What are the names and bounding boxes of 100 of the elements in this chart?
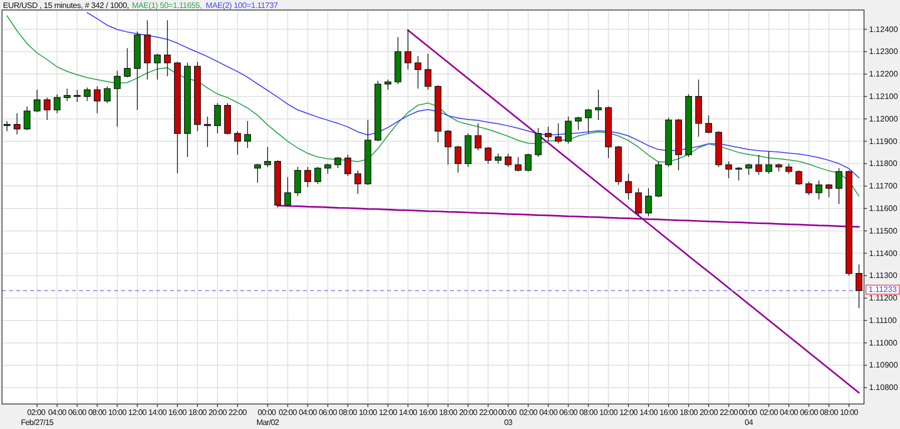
x-tick-label: 08:00 bbox=[88, 408, 108, 417]
candlestick bbox=[645, 188, 652, 217]
candlestick bbox=[735, 166, 742, 181]
x-tick-label: 04:00 bbox=[298, 408, 318, 417]
y-tick-label: 1.10900 bbox=[869, 360, 898, 370]
x-tick-label: 20:00 bbox=[459, 408, 478, 417]
candlestick bbox=[574, 116, 582, 130]
candlestick bbox=[725, 161, 732, 179]
x-tick-label: 18:00 bbox=[680, 408, 699, 417]
candlestick bbox=[584, 108, 592, 134]
candlestick bbox=[314, 166, 322, 184]
line-series bbox=[6, 15, 860, 197]
candlestick bbox=[214, 102, 221, 134]
candlestick bbox=[675, 118, 682, 171]
candlestick bbox=[74, 89, 81, 102]
candlestick bbox=[826, 183, 832, 198]
x-tick-label: 12:00 bbox=[619, 408, 638, 417]
candlestick bbox=[404, 28, 412, 70]
candlestick bbox=[34, 89, 40, 113]
candlestick bbox=[294, 166, 302, 197]
y-tick-label: 1.11100 bbox=[869, 316, 898, 325]
x-tick-label: 16:00 bbox=[418, 408, 438, 417]
candlestick bbox=[544, 126, 552, 142]
x-tick-label: 18:00 bbox=[188, 408, 208, 417]
candlestick bbox=[184, 62, 191, 158]
x-tick-label: 06:00 bbox=[68, 408, 88, 417]
candlestick bbox=[344, 154, 352, 176]
candlestick bbox=[635, 188, 642, 217]
candlestick bbox=[524, 153, 532, 172]
candlestick bbox=[394, 36, 402, 85]
candlestick bbox=[705, 115, 712, 134]
candlestick bbox=[264, 146, 272, 168]
x-tick-label: 02:00 bbox=[278, 408, 298, 417]
candlestick bbox=[514, 156, 522, 172]
candlestick bbox=[54, 94, 61, 114]
x-tick-label: 14:00 bbox=[148, 408, 168, 417]
y-tick-label: 1.11600 bbox=[869, 204, 898, 213]
x-tick-label: 22:00 bbox=[720, 408, 739, 417]
x-tick-label: 10:00 bbox=[358, 408, 378, 417]
candlestick bbox=[414, 56, 422, 90]
candlestick bbox=[384, 79, 392, 90]
chart-title: EUR/USD , 15 minutes, # 342 / 1000, bbox=[3, 1, 129, 10]
x-tick-label: 00:00 04 bbox=[738, 408, 758, 427]
y-tick-label: 1.12100 bbox=[869, 92, 898, 101]
candlestick bbox=[815, 180, 822, 200]
candlestick bbox=[615, 145, 622, 186]
candlestick bbox=[755, 154, 762, 176]
text: MAE(2) 100=1.11737 bbox=[206, 1, 279, 10]
candlestick bbox=[554, 122, 562, 144]
text: MAE(1) 50=1.11655, bbox=[132, 1, 202, 10]
x-tick-label: 06:00 bbox=[318, 408, 338, 417]
candlestick bbox=[194, 61, 201, 132]
candlestick bbox=[775, 163, 782, 172]
y-tick-label: 1.11800 bbox=[869, 159, 898, 168]
candlestick bbox=[4, 120, 10, 132]
candlestick bbox=[204, 116, 211, 148]
candlestick bbox=[104, 86, 111, 104]
candlestick bbox=[244, 120, 251, 148]
candlestick bbox=[44, 97, 51, 120]
x-tick-label: 20:00 bbox=[700, 408, 719, 417]
candlestick bbox=[625, 173, 632, 200]
candlestick bbox=[464, 133, 472, 168]
y-tick-label: 1.11900 bbox=[869, 136, 898, 146]
candlestick bbox=[284, 176, 292, 207]
candlestick bbox=[836, 168, 842, 204]
candlestick bbox=[846, 170, 852, 276]
candlestick bbox=[134, 31, 141, 110]
x-tick-label: 10:00 bbox=[108, 408, 128, 417]
x-tick-label: 20:00 bbox=[208, 408, 228, 417]
x-tick-label: 10:00 bbox=[840, 408, 859, 417]
candlestick bbox=[154, 54, 161, 80]
candlestick bbox=[484, 146, 492, 164]
candlestick bbox=[84, 87, 91, 102]
candlestick bbox=[424, 54, 432, 90]
y-tick-label: 1.12400 bbox=[869, 24, 898, 34]
x-tick-label: 06:00 bbox=[559, 408, 578, 417]
candlestick bbox=[24, 106, 30, 130]
candlestick bbox=[14, 112, 20, 135]
x-tick-label: 18:00 bbox=[439, 408, 458, 417]
y-tick-label: 1.11000 bbox=[869, 338, 898, 348]
x-tick-label: 08:00 bbox=[579, 408, 598, 417]
candlestick bbox=[494, 153, 502, 164]
candlestick bbox=[504, 153, 512, 168]
candlestick bbox=[64, 88, 71, 102]
x-tick-label: 02:00 bbox=[760, 408, 779, 417]
y-tick-label: 1.11400 bbox=[869, 248, 898, 258]
candlestick bbox=[564, 116, 572, 144]
x-tick-label: 00:00 03 bbox=[498, 408, 518, 427]
candlestick bbox=[144, 20, 151, 80]
candlestick bbox=[174, 61, 181, 174]
y-tick-label: 1.12200 bbox=[869, 70, 898, 79]
candlestick bbox=[795, 170, 802, 186]
candlestick bbox=[856, 264, 862, 309]
x-tick-label: 22:00 bbox=[228, 408, 248, 417]
candlestick bbox=[124, 48, 131, 78]
x-tick-label: 04:00 bbox=[48, 408, 68, 417]
y-tick-label: 1.10800 bbox=[869, 383, 898, 392]
y-tick-label: 1.12000 bbox=[869, 114, 898, 124]
y-tick-label: 1.11300 bbox=[869, 271, 898, 280]
x-tick-label: 06:00 bbox=[800, 408, 819, 417]
